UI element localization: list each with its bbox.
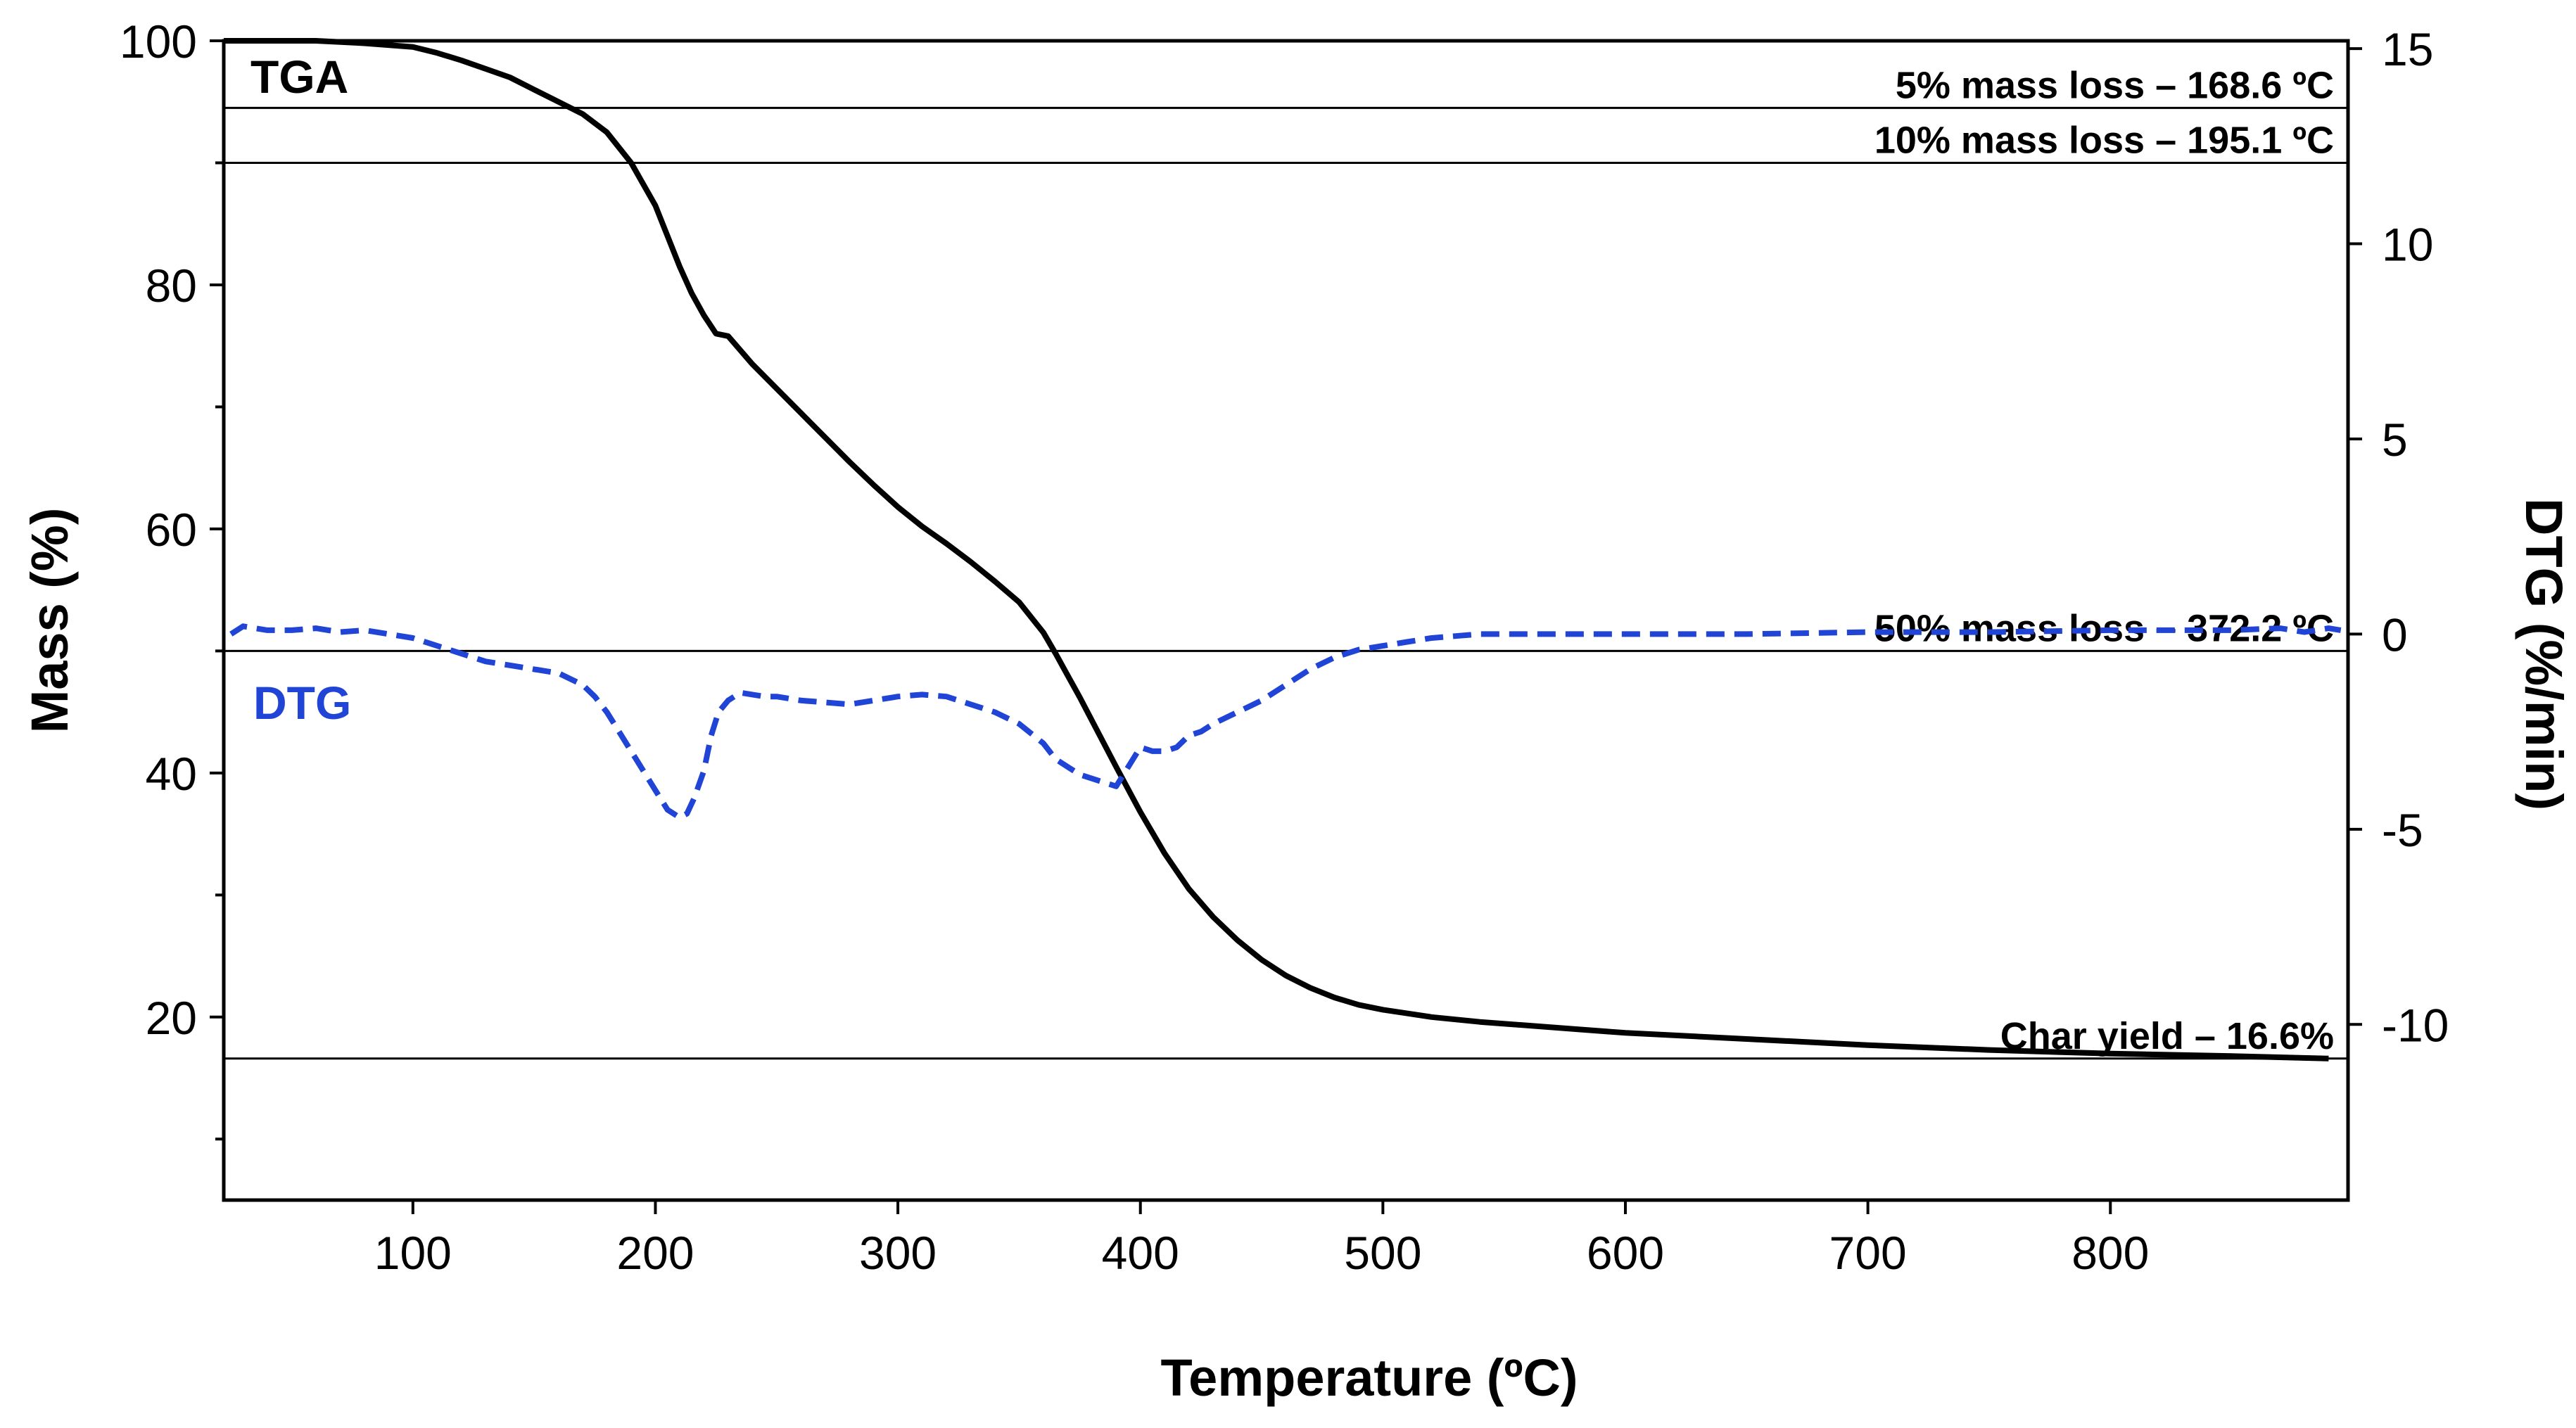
- y-axis-ticks: 20 40 60 80 100: [120, 15, 224, 1141]
- dtg-series-label: DTG: [253, 677, 351, 729]
- reference-lines: [224, 106, 2348, 1060]
- series-line-tga: [224, 38, 2329, 1062]
- y-tick-label: 20: [146, 992, 197, 1044]
- y2-tick-label: 5: [2382, 414, 2408, 466]
- plot-frame: [222, 39, 2350, 1202]
- y-tick-label: 40: [146, 748, 197, 800]
- y2-tick-label: 10: [2382, 219, 2433, 271]
- reference-line-label: 5% mass loss – 168.6 ºC: [1896, 64, 2334, 106]
- y2-tick-label: 15: [2382, 23, 2433, 75]
- x-tick-label: 700: [1829, 1227, 1907, 1279]
- x-tick-label: 500: [1344, 1227, 1421, 1279]
- y2-tick-label: 0: [2382, 608, 2408, 661]
- x-tick-label: 400: [1102, 1227, 1179, 1279]
- y-tick-label: 80: [146, 260, 197, 312]
- y-tick-label: 100: [120, 15, 197, 68]
- x-tick-label: 100: [374, 1227, 452, 1279]
- y2-axis-ticks: -10 -5 0 5 10 15: [2348, 23, 2449, 1051]
- series-line-dtg: [229, 623, 2342, 821]
- y2-tick-label: -5: [2382, 804, 2423, 856]
- x-tick-label: 300: [859, 1227, 937, 1279]
- x-axis-ticks: 100 200 300 400 500 600 700 800: [374, 1200, 2149, 1279]
- y2-tick-label: -10: [2382, 999, 2449, 1051]
- x-tick-label: 800: [2071, 1227, 2149, 1279]
- x-tick-label: 600: [1587, 1227, 1664, 1279]
- series-group: [224, 38, 2342, 1062]
- y-axis-title: Mass (%): [20, 508, 79, 734]
- tga-series-label: TGA: [250, 51, 348, 103]
- y2-axis-title: DTG (%/min): [2515, 498, 2573, 810]
- reference-labels: 5% mass loss – 168.6 ºC 10% mass loss – 1…: [1874, 64, 2334, 1057]
- x-axis-title: Temperature (ºC): [1160, 1349, 1578, 1407]
- x-tick-label: 200: [616, 1227, 694, 1279]
- y-tick-label: 60: [146, 504, 197, 556]
- reference-line-label: 10% mass loss – 195.1 ºC: [1874, 119, 2334, 161]
